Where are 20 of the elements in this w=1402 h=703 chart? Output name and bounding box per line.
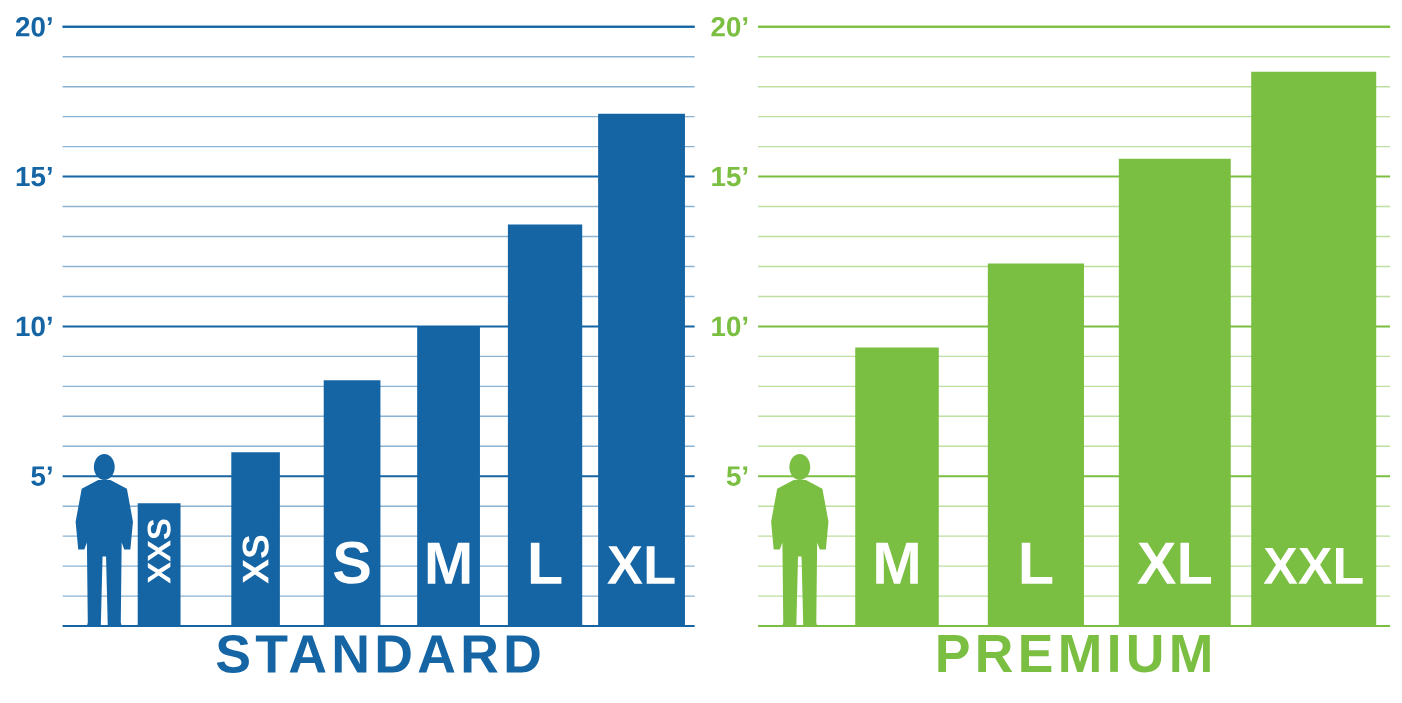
x-tick-label: M [876,542,918,584]
x-tick-label: M [427,542,470,584]
text: STANDARD [216,634,540,673]
y-tick-label: 20’ [711,16,748,37]
y-tick-label: 10’ [712,316,748,337]
text: PREMIUM [938,634,1210,673]
y-tick-label: 15’ [16,166,52,187]
x-tick-label: XS [242,535,269,584]
y-tick-label: 10’ [16,316,52,337]
y-tick-label: 5’ [726,466,748,486]
x-tick-label: XL [607,546,675,584]
x-tick-label: L [530,542,562,584]
x-tick-label: XXS [147,519,171,584]
x-tick-label: S [333,541,370,584]
x-tick-label: L [1021,542,1053,584]
y-tick-label: 15’ [712,166,748,187]
y-tick-label: 20’ [15,16,52,37]
y-tick-label: 5’ [31,466,52,486]
x-tick-label: XXL [1263,547,1363,584]
x-tick-label: XL [1137,542,1212,584]
